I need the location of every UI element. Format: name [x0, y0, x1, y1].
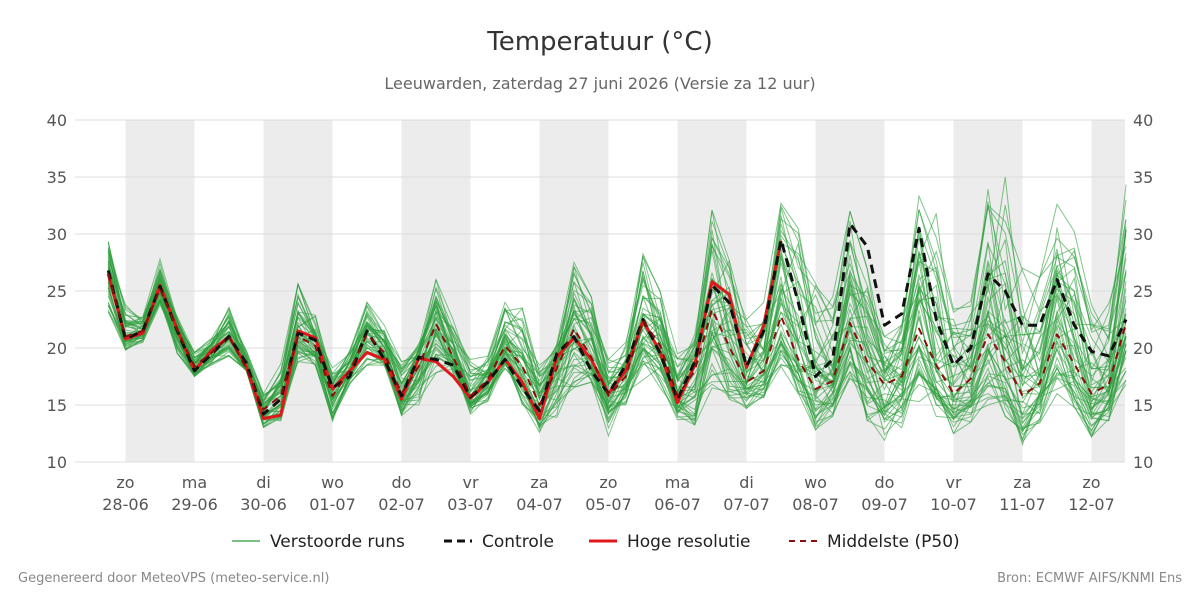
- x-tick-date: 06-07: [654, 495, 701, 514]
- y-tick-label-right: 15: [1133, 396, 1153, 415]
- x-tick-date: 05-07: [585, 495, 632, 514]
- x-tick-day: ma: [182, 473, 207, 492]
- y-axis: 10 10 15 15 20 20 25 25 30 30 35 35 40 40: [47, 111, 1154, 472]
- x-tick-day: wo: [321, 473, 344, 492]
- ensemble-run-line: [107, 257, 1127, 416]
- x-tick-day: za: [530, 473, 548, 492]
- x-tick-day: zo: [116, 473, 134, 492]
- chart-legend: Verstoorde runs Controle Hoge resolutie Mid…: [232, 532, 960, 552]
- main-series: [106, 222, 1128, 421]
- y-tick-label-left: 25: [47, 282, 67, 301]
- x-tick-day: do: [392, 473, 412, 492]
- y-tick-label-left: 15: [47, 396, 67, 415]
- x-tick-day: vr: [945, 473, 961, 492]
- p50-line: [107, 273, 1127, 411]
- x-tick-day: za: [1013, 473, 1031, 492]
- x-tick-date: 12-07: [1068, 495, 1115, 514]
- footer-generated-by: Gegenereerd door MeteoVPS (meteo-service…: [18, 571, 330, 586]
- x-tick-date: 29-06: [171, 495, 218, 514]
- footer-source: Bron: ECMWF AIFS/KNMI Ens: [997, 571, 1182, 586]
- x-tick-date: 04-07: [516, 495, 563, 514]
- ensemble-run-line: [107, 280, 1127, 425]
- x-tick-date: 10-07: [930, 495, 977, 514]
- x-tick-date: 30-06: [240, 495, 287, 514]
- chart-subtitle: Leeuwarden, zaterdag 27 juni 2026 (Versi…: [384, 74, 815, 93]
- y-tick-label-right: 40: [1133, 111, 1153, 130]
- ensemble-run-line: [107, 206, 1127, 406]
- y-tick-label-left: 30: [47, 225, 67, 244]
- x-tick-day: do: [875, 473, 895, 492]
- ensemble-run-line: [107, 209, 1127, 405]
- x-tick-day: wo: [804, 473, 827, 492]
- y-tick-label-right: 10: [1133, 453, 1153, 472]
- y-tick-label-left: 40: [47, 111, 67, 130]
- x-tick-day: zo: [1082, 473, 1100, 492]
- ensemble-run-line: [107, 251, 1127, 402]
- legend-ensemble-label: Verstoorde runs: [270, 532, 405, 552]
- x-tick-day: di: [739, 473, 754, 492]
- x-tick-day: vr: [462, 473, 478, 492]
- x-tick-day: zo: [599, 473, 617, 492]
- x-tick-date: 09-07: [861, 495, 908, 514]
- y-tick-label-left: 35: [47, 168, 67, 187]
- legend-control-label: Controle: [482, 532, 554, 552]
- ensemble-run-line: [107, 176, 1127, 402]
- y-tick-label-right: 25: [1133, 282, 1153, 301]
- legend-hires-label: Hoge resolutie: [627, 532, 751, 552]
- y-tick-label-right: 30: [1133, 225, 1153, 244]
- x-tick-date: 07-07: [723, 495, 770, 514]
- x-tick-date: 08-07: [792, 495, 839, 514]
- legend-p50-label: Middelste (P50): [827, 532, 960, 552]
- x-tick-day: ma: [665, 473, 690, 492]
- y-tick-label-left: 10: [47, 453, 67, 472]
- y-tick-label-left: 20: [47, 339, 67, 358]
- x-tick-date: 28-06: [102, 495, 149, 514]
- x-tick-date: 01-07: [309, 495, 356, 514]
- x-tick-date: 03-07: [447, 495, 494, 514]
- ensemble-run-line: [107, 298, 1127, 438]
- chart-title: Temperatuur (°C): [486, 27, 712, 57]
- ensemble-run-line: [107, 204, 1127, 397]
- y-tick-label-right: 20: [1133, 339, 1153, 358]
- x-tick-day: di: [256, 473, 271, 492]
- y-tick-label-right: 35: [1133, 168, 1153, 187]
- x-tick-date: 02-07: [378, 495, 425, 514]
- x-axis: zo 28-06 ma 29-06 di 30-06 wo 01-07 do 02-07 vr 03-…: [102, 473, 1115, 514]
- x-tick-date: 11-07: [999, 495, 1046, 514]
- ensemble-run-line: [107, 277, 1127, 423]
- control-line: [106, 222, 1128, 416]
